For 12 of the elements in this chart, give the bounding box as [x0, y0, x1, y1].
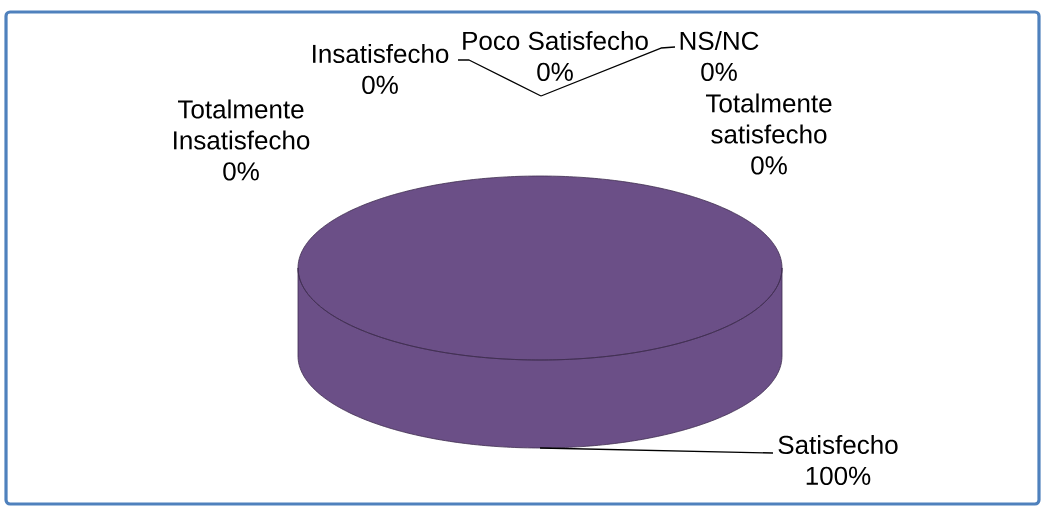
data-label: 100%: [806, 466, 871, 486]
category-label: Insatisfecho: [313, 43, 449, 64]
category-label: Totalmente Insatisfecho: [174, 99, 310, 150]
category-label: Totalmente satisfecho: [706, 93, 832, 144]
text: 0%: [537, 62, 573, 82]
text: 0%: [751, 156, 787, 175]
text: 0%: [362, 75, 398, 95]
slice-label: Satisfecho: [778, 434, 898, 455]
category-label: Poco Satisfecho: [463, 30, 648, 51]
text: 0%: [701, 62, 737, 82]
text: 0%: [223, 162, 259, 181]
category-label: NS/NC: [680, 30, 759, 51]
